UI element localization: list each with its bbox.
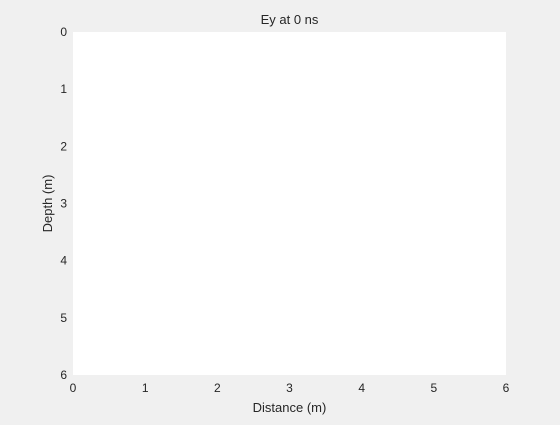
y-axis-label: Depth (m) [40,175,55,233]
y-tick-label: 6 [60,368,67,382]
x-axis-label: Distance (m) [253,400,327,415]
x-tick-label: 1 [142,381,149,395]
chart-title: Ey at 0 ns [261,12,319,27]
y-tick-label: 4 [60,254,67,268]
plot-area [73,32,506,375]
y-axis: 0 1 2 3 4 5 6 [60,25,67,382]
x-tick-label: 3 [286,381,293,395]
x-tick-label: 0 [70,381,77,395]
y-tick-label: 0 [60,25,67,39]
x-tick-label: 4 [358,381,365,395]
y-tick-label: 1 [60,82,67,96]
x-tick-label: 6 [503,381,510,395]
x-axis: 0 1 2 3 4 5 6 [70,381,510,395]
y-tick-label: 2 [60,139,67,153]
y-tick-label: 5 [60,311,67,325]
y-tick-label: 3 [60,197,67,211]
x-tick-label: 2 [214,381,221,395]
x-tick-label: 5 [430,381,437,395]
